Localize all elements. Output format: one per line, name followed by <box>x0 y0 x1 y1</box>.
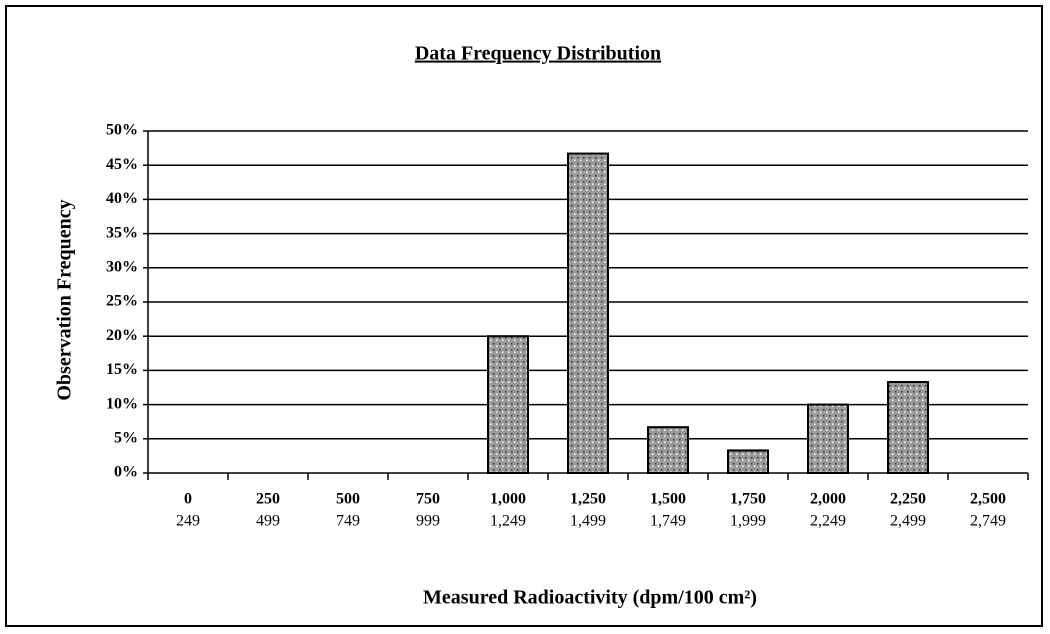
y-tick-label: 5% <box>114 429 138 446</box>
x-tick-label: 999 <box>416 513 440 530</box>
bar-texture <box>647 426 689 474</box>
x-tick-label: 500 <box>336 491 360 508</box>
x-tick-label: 250 <box>256 491 280 508</box>
y-tick-label: 15% <box>106 361 138 378</box>
y-tick-label: 20% <box>106 327 138 344</box>
x-tick-label: 2,250 <box>890 491 926 508</box>
bar-texture <box>487 335 529 475</box>
bar-texture <box>887 381 929 475</box>
x-tick-label: 249 <box>176 513 200 530</box>
y-tick-label: 25% <box>106 293 138 310</box>
y-tick-label: 0% <box>114 464 138 481</box>
x-tick-label: 1,749 <box>650 513 686 530</box>
bar-texture <box>727 449 769 475</box>
x-tick-label: 2,500 <box>970 491 1006 508</box>
x-tick-label: 750 <box>416 491 440 508</box>
bar-texture <box>567 152 609 475</box>
x-tick-label: 1,250 <box>570 491 606 508</box>
x-tick-label: 1,999 <box>730 513 766 530</box>
y-tick-label: 10% <box>106 395 138 412</box>
x-tick-label: 1,499 <box>570 513 606 530</box>
y-tick-label: 45% <box>106 156 138 173</box>
x-tick-label: 2,249 <box>810 513 846 530</box>
y-tick-label: 30% <box>106 258 138 275</box>
x-tick-label: 749 <box>336 513 360 530</box>
chart-title: Data Frequency Distribution <box>415 43 661 65</box>
x-tick-label: 1,750 <box>730 491 766 508</box>
y-tick-label: 50% <box>106 122 138 139</box>
x-tick-label: 2,749 <box>970 513 1006 530</box>
x-tick-label: 0 <box>184 491 192 508</box>
x-tick-label: 1,249 <box>490 513 526 530</box>
y-axis-label: Observation Frequency <box>54 199 76 400</box>
frame <box>5 5 1043 627</box>
x-tick-label: 1,500 <box>650 491 686 508</box>
y-tick-label: 35% <box>106 224 138 241</box>
x-tick-label: 499 <box>256 513 280 530</box>
bar-texture <box>807 403 849 475</box>
x-tick-label: 2,000 <box>810 491 846 508</box>
x-axis-label: Measured Radioactivity (dpm/100 cm²) <box>423 587 757 609</box>
x-tick-label: 2,499 <box>890 513 926 530</box>
x-tick-label: 1,000 <box>490 491 526 508</box>
y-tick-label: 40% <box>106 190 138 207</box>
